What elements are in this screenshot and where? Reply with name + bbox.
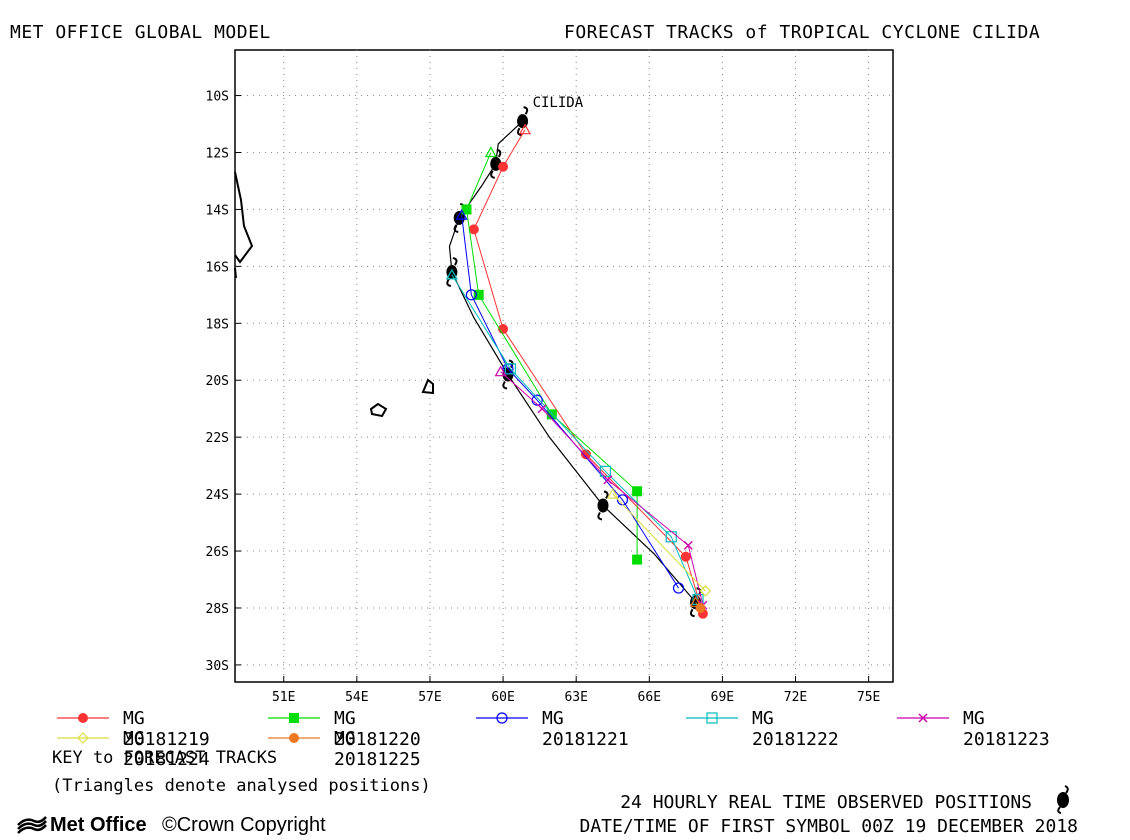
y-tick-label: 10S	[206, 90, 229, 105]
y-tick-label: 18S	[206, 317, 229, 332]
x-tick-label: 54E	[345, 690, 368, 705]
forecast-point	[695, 603, 705, 613]
map-frame	[235, 50, 893, 682]
brand-name: Met Office	[50, 814, 147, 837]
y-tick-label: 20S	[206, 374, 229, 389]
legend-marker	[289, 733, 299, 743]
y-tick-label: 12S	[206, 146, 229, 161]
storm-label: CILIDA	[533, 95, 584, 111]
x-tick-label: 63E	[564, 690, 587, 705]
key-title: KEY to FORECAST TRACKS	[52, 748, 277, 768]
x-tick-label: 51E	[272, 690, 295, 705]
y-tick-label: 26S	[206, 545, 229, 560]
legend-marker	[78, 713, 88, 723]
legend-swatch	[684, 708, 744, 728]
forecast-point	[632, 555, 642, 565]
legend-swatch	[895, 708, 955, 728]
x-tick-label: 60E	[491, 690, 514, 705]
legend-label: MG 20181222	[752, 708, 839, 750]
madagascar-coast-south	[235, 268, 236, 278]
y-tick-label: 16S	[206, 260, 229, 275]
legend-marker	[289, 713, 299, 723]
met-office-logo-icon	[16, 815, 48, 835]
copyright: ©Crown Copyright	[162, 814, 326, 837]
legend-swatch	[266, 728, 326, 748]
x-tick-label: 57E	[418, 690, 441, 705]
x-tick-label: 75E	[857, 690, 880, 705]
legend-swatch	[55, 708, 115, 728]
legend-swatch	[266, 708, 326, 728]
legend-swatch	[474, 708, 534, 728]
y-tick-label: 28S	[206, 602, 229, 617]
key-note: (Triangles denote analysed positions)	[52, 776, 431, 796]
y-tick-label: 22S	[206, 431, 229, 446]
y-tick-label: 14S	[206, 203, 229, 218]
legend-label: MG 20181225	[334, 728, 421, 770]
observed-note: 24 HOURLY REAL TIME OBSERVED POSITIONS	[620, 792, 1032, 813]
x-tick-label: 72E	[784, 690, 807, 705]
x-tick-label: 69E	[711, 690, 734, 705]
first-symbol-note: DATE/TIME OF FIRST SYMBOL 00Z 19 DECEMBE…	[580, 816, 1079, 837]
legend-swatch	[55, 728, 115, 748]
x-tick-label: 66E	[638, 690, 661, 705]
forecast-point	[632, 486, 642, 496]
legend-label: MG 20181221	[542, 708, 629, 750]
legend-label: MG 20181223	[963, 708, 1050, 750]
forecast-point	[498, 162, 508, 172]
y-tick-label: 24S	[206, 488, 229, 503]
y-tick-label: 30S	[206, 659, 229, 674]
forecast-point	[681, 552, 691, 562]
cyclone-symbol-icon	[1052, 784, 1074, 814]
